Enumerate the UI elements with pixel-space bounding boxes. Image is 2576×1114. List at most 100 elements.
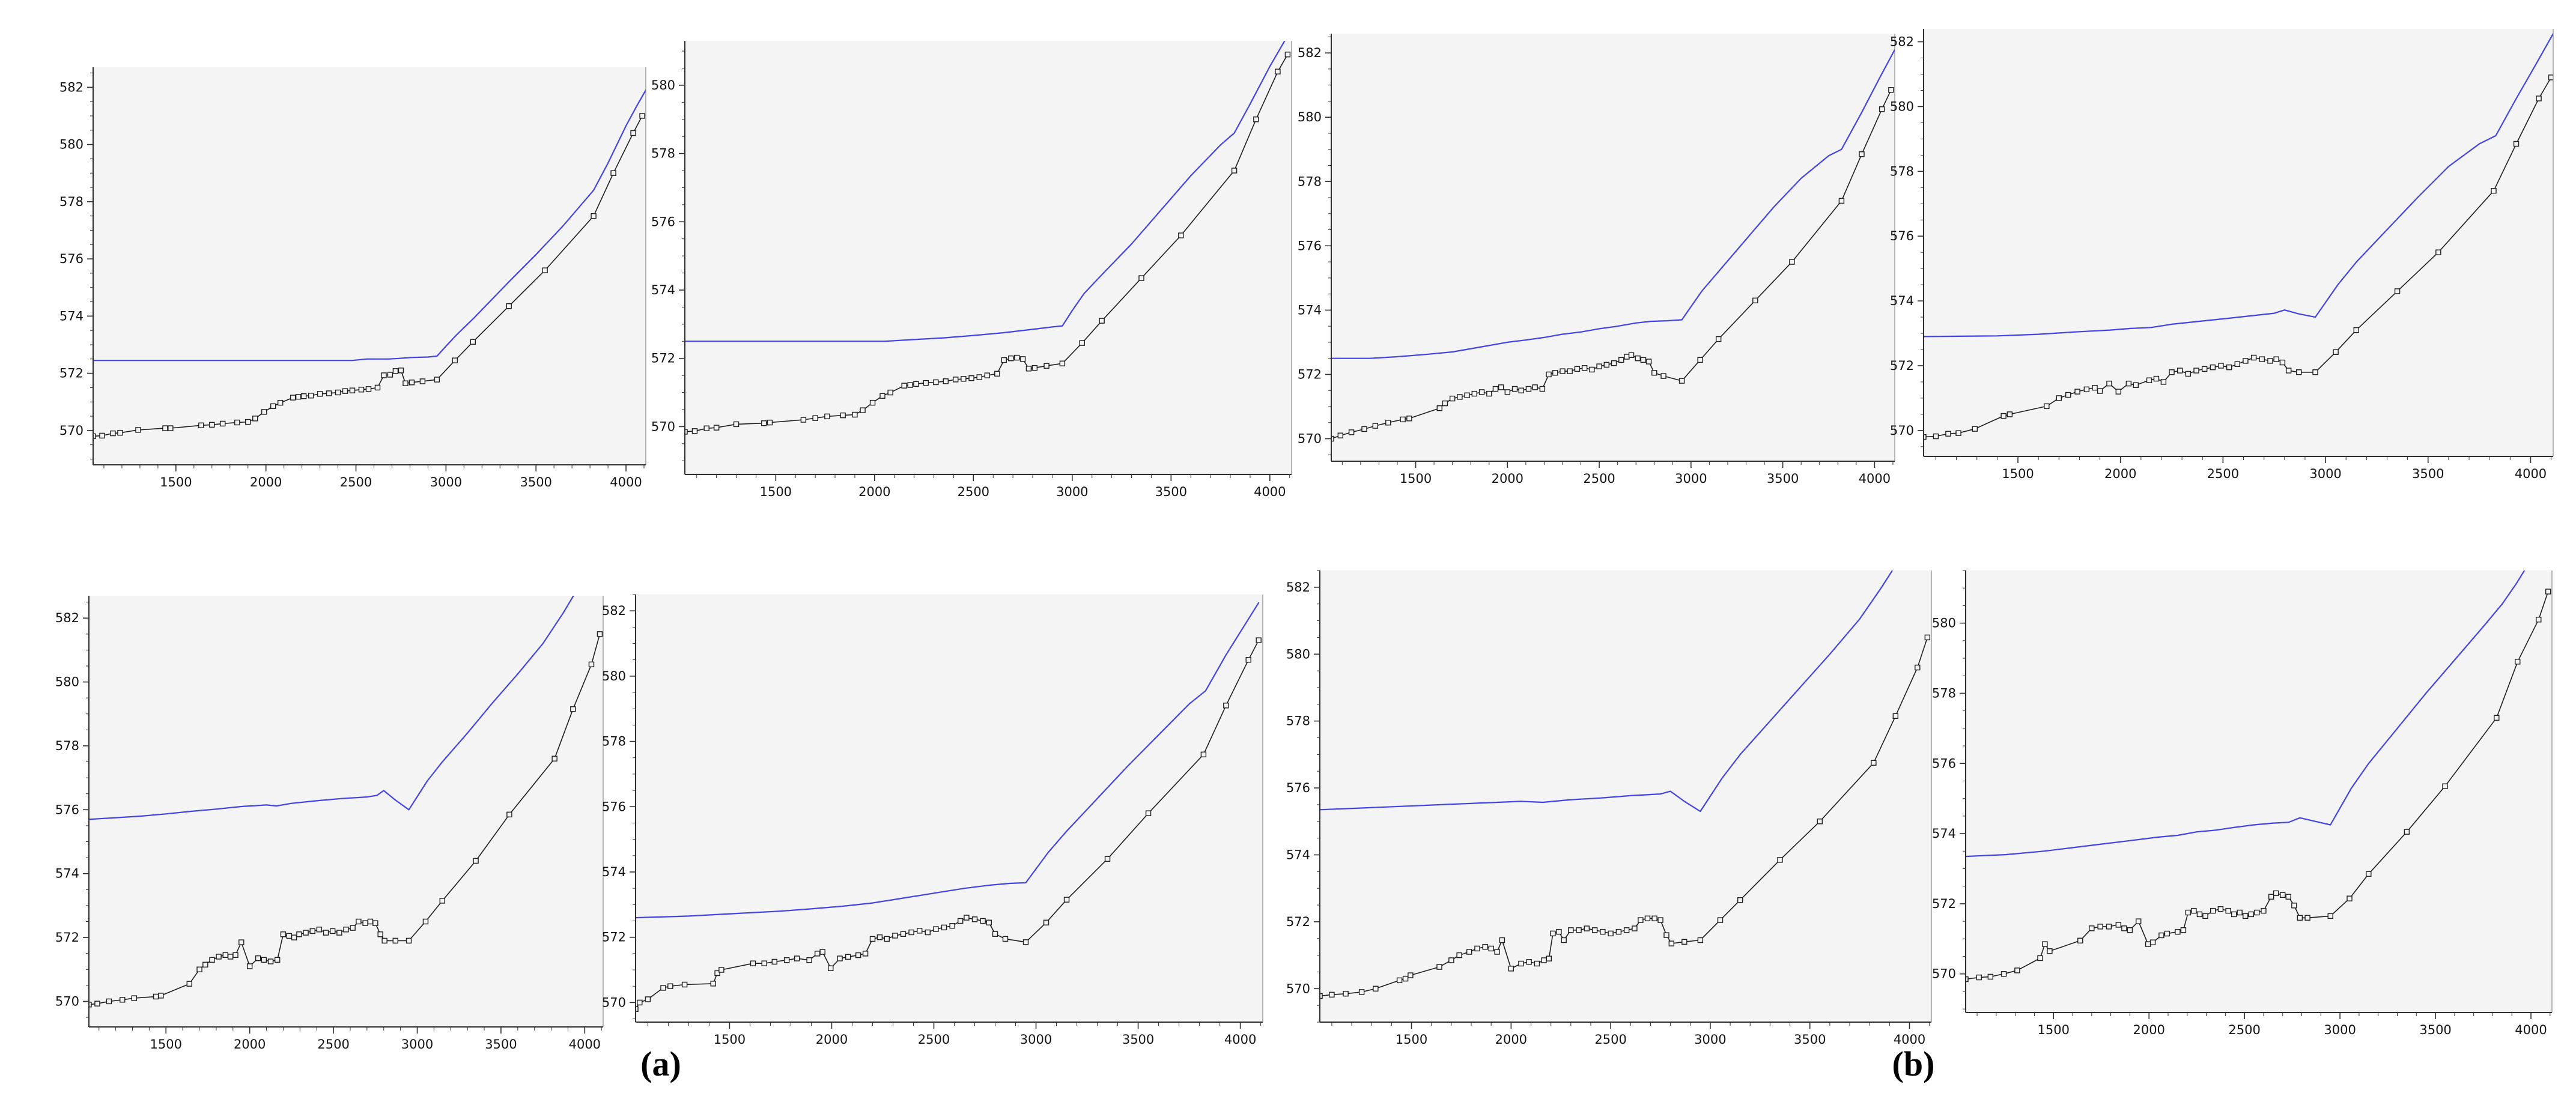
x-tick-label: 2500: [317, 1037, 349, 1052]
plot-background: [1924, 29, 2553, 456]
y-axis-tick-labels: 570 572 574 576 578 580 582: [1286, 580, 1310, 996]
black-marker-line-group: [1320, 634, 1931, 999]
y-axis-ticks: [1314, 570, 1320, 1023]
y-axis-ticks: [1325, 36, 1331, 455]
x-tick-label: 3500: [2419, 1023, 2451, 1037]
x-tick-label: 4000: [1859, 471, 1891, 486]
y-tick-label: 576: [59, 252, 84, 266]
plot-a-bottom-right: 1500 2000 2500 3000 3500 40005705725745765785…: [602, 594, 1263, 1047]
y-tick-label: 582: [55, 611, 79, 625]
x-tick-label: 3500: [2412, 467, 2444, 481]
blue-line-group: [89, 596, 574, 820]
y-tick-label: 582: [1286, 580, 1310, 595]
x-tick-label: 1500: [2002, 467, 2034, 481]
y-tick-label: 580: [1298, 110, 1322, 124]
y-tick-label: 570: [59, 423, 84, 438]
x-axis-ticks: [1341, 461, 1894, 468]
x-axis-ticks: [1976, 1013, 2551, 1019]
y-tick-label: 570: [602, 995, 626, 1010]
plot-a-bottom-left: 1500 2000 2500 3000 3500 40005705725745765785…: [55, 596, 604, 1052]
x-tick-label: 4000: [2515, 1023, 2547, 1037]
y-tick-label: 574: [55, 867, 79, 881]
blue-line: [1966, 571, 2526, 858]
x-tick-label: 2000: [2104, 467, 2136, 481]
caption-b-text: (b): [1892, 1044, 1935, 1083]
blue-line: [1331, 49, 1895, 359]
x-tick-label: 4000: [1224, 1032, 1256, 1047]
x-tick-label: 2000: [816, 1032, 848, 1047]
x-tick-label: 1500: [160, 475, 192, 489]
y-axis-tick-labels: 570 572 574 576 578 580: [651, 78, 675, 434]
x-tick-label: 1500: [2038, 1023, 2070, 1037]
x-tick-label: 3000: [2309, 467, 2341, 481]
blue-line: [93, 89, 646, 362]
plot-a-top-right: 1500 2000 2500 3000 3500 40005705725745765785…: [651, 41, 1292, 499]
y-tick-label: 574: [1286, 847, 1310, 862]
x-axis-tick-labels: 1500 2000 2500 3000 3500 4000: [160, 475, 642, 489]
black-marker-line-group: [636, 637, 1262, 1012]
y-tick-label: 576: [1298, 238, 1322, 253]
y-tick-label: 574: [59, 309, 84, 323]
y-tick-label: 576: [602, 799, 626, 814]
y-tick-label: 580: [1890, 99, 1914, 114]
black-marker-line-group: [1966, 589, 2551, 982]
y-tick-label: 578: [602, 734, 626, 749]
x-tick-label: 2000: [250, 475, 282, 489]
chart-a-bottom-right: 1500 2000 2500 3000 3500 4000 570 572 574 576 578 5…: [591, 583, 1275, 1055]
x-tick-label: 4000: [569, 1037, 601, 1052]
x-tick-label: 2000: [858, 485, 890, 499]
x-axis-tick-labels: 1500 2000 2500 3000 3500 4000: [760, 485, 1286, 499]
y-tick-label: 582: [1298, 46, 1322, 60]
y-tick-label: 570: [1932, 967, 1956, 981]
x-tick-label: 3000: [1056, 485, 1088, 499]
plot-b-bottom-right: 1500 2000 2500 3000 3500 40005705725745765785…: [1932, 570, 2553, 1037]
y-tick-label: 570: [1286, 981, 1310, 996]
y-tick-label: 580: [59, 138, 84, 152]
y-tick-label: 576: [1890, 229, 1914, 243]
caption-a-text: (a): [640, 1044, 681, 1083]
y-axis-ticks: [1960, 570, 1966, 1010]
y-tick-label: 578: [1298, 174, 1322, 189]
y-tick-label: 570: [1890, 423, 1914, 438]
x-tick-label: 3500: [1122, 1032, 1154, 1047]
x-tick-label: 3500: [1794, 1032, 1826, 1047]
y-tick-label: 578: [1286, 714, 1310, 728]
y-tick-label: 578: [651, 147, 675, 161]
plot-b-top-left: 1500 2000 2500 3000 3500 40005705725745765785…: [1298, 34, 1895, 486]
x-tick-label: 4000: [1254, 485, 1286, 499]
plot-background: [93, 67, 646, 465]
y-tick-label: 572: [55, 930, 79, 945]
x-tick-label: 2500: [918, 1032, 950, 1047]
x-tick-label: 1500: [1396, 1032, 1427, 1047]
blue-line: [685, 41, 1286, 342]
y-tick-label: 574: [1890, 294, 1914, 308]
y-tick-label: 576: [1286, 781, 1310, 795]
x-axis-ticks: [647, 1022, 1262, 1029]
x-tick-label: 3000: [1020, 1032, 1052, 1047]
chart-b-top-right: 1500 2000 2500 3000 3500 4000 570 572 574 576 578 5…: [1879, 17, 2565, 489]
blue-line: [1924, 33, 2553, 338]
y-axis-tick-labels: 570 572 574 576 578 580 582: [55, 611, 79, 1008]
y-tick-label: 576: [1932, 756, 1956, 770]
chart-a-top-left: 1500 2000 2500 3000 3500 4000 570 572 574 576 578 5…: [48, 55, 658, 498]
y-tick-label: 582: [602, 604, 626, 618]
x-tick-label: 1500: [150, 1037, 182, 1052]
chart-b-bottom-right: 1500 2000 2500 3000 3500 4000 570 572 574 576 578 5…: [1921, 559, 2564, 1046]
x-axis-tick-labels: 1500 2000 2500 3000 3500 4000: [150, 1037, 601, 1052]
x-tick-label: 3000: [430, 475, 462, 489]
data-point-markers: [1924, 74, 2553, 440]
y-tick-label: 574: [602, 865, 626, 879]
x-tick-label: 3500: [520, 475, 551, 489]
chart-b-bottom-left: 1500 2000 2500 3000 3500 4000 570 572 574 576 578 5…: [1275, 559, 1943, 1055]
y-tick-label: 570: [651, 419, 675, 434]
y-axis-ticks: [630, 594, 636, 1020]
data-point-markers: [685, 52, 1291, 435]
black-marker-line-group: [89, 631, 603, 1008]
y-tick-label: 576: [651, 214, 675, 229]
y-axis-tick-labels: 570 572 574 576 578 580 582: [1890, 35, 1914, 438]
x-tick-label: 3500: [1155, 485, 1187, 499]
plot-b-bottom-left: 1500 2000 2500 3000 3500 40005705725745765785…: [1286, 570, 1932, 1047]
data-point-markers: [1966, 589, 2551, 982]
blue-line-group: [685, 41, 1286, 342]
